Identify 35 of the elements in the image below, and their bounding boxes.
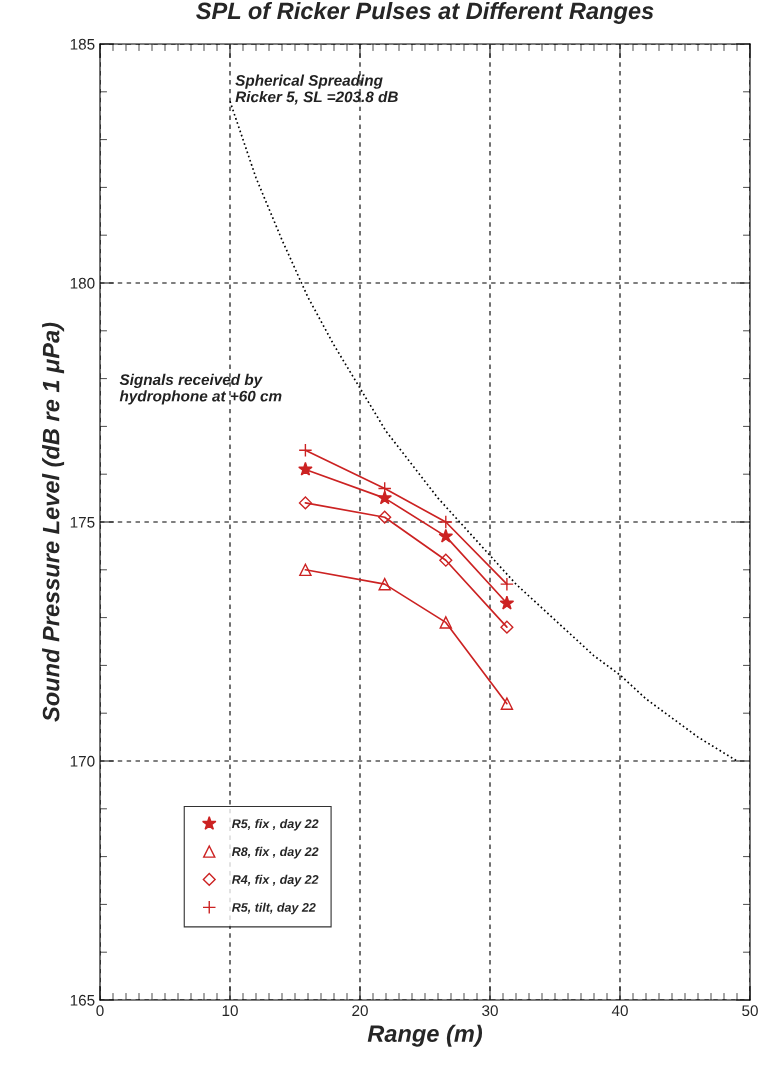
legend-label: R8, fix , day 22 [231,846,319,859]
point [499,577,514,592]
y-tick-label: 185 [70,38,95,50]
point [500,620,514,634]
x-tick-label: 30 [482,1005,498,1017]
chart-title: SPL of Ricker Pulses at Different Ranges [196,1,654,24]
point [499,595,515,610]
point [378,510,392,524]
point [378,577,391,591]
point [500,697,514,710]
y-tick-label: 175 [70,517,95,528]
legend-label: R4, fix , day 22 [231,874,319,887]
point [298,461,313,476]
y-tick-label: 180 [70,277,95,289]
x-tick-label: 40 [611,1005,628,1017]
x-axis-title: Range (m) [367,1024,483,1047]
point [299,563,312,577]
point [438,515,453,529]
point [439,553,453,567]
point [298,443,313,458]
y-tick-label: 165 [70,994,95,1006]
x-tick-label: 10 [222,1005,238,1017]
legend-label: R5, fix , day 22 [231,818,319,831]
annotation: Signals received by hydrophone at +60 cm [119,373,282,405]
legend-label: R5, tilt, day 22 [231,902,316,915]
x-tick-label: 50 [742,1005,758,1017]
point [377,490,392,505]
point [298,496,312,510]
point [438,528,454,543]
y-axis-title: Sound Pressure Level (dB re 1 μPa) [42,322,65,722]
x-tick-label: 0 [96,1005,104,1017]
annotation: Spherical Spreading Ricker 5, SL =203.8 dB [235,74,398,105]
point [439,616,453,629]
y-tick-label: 170 [70,755,95,767]
x-tick-label: 20 [352,1005,368,1017]
